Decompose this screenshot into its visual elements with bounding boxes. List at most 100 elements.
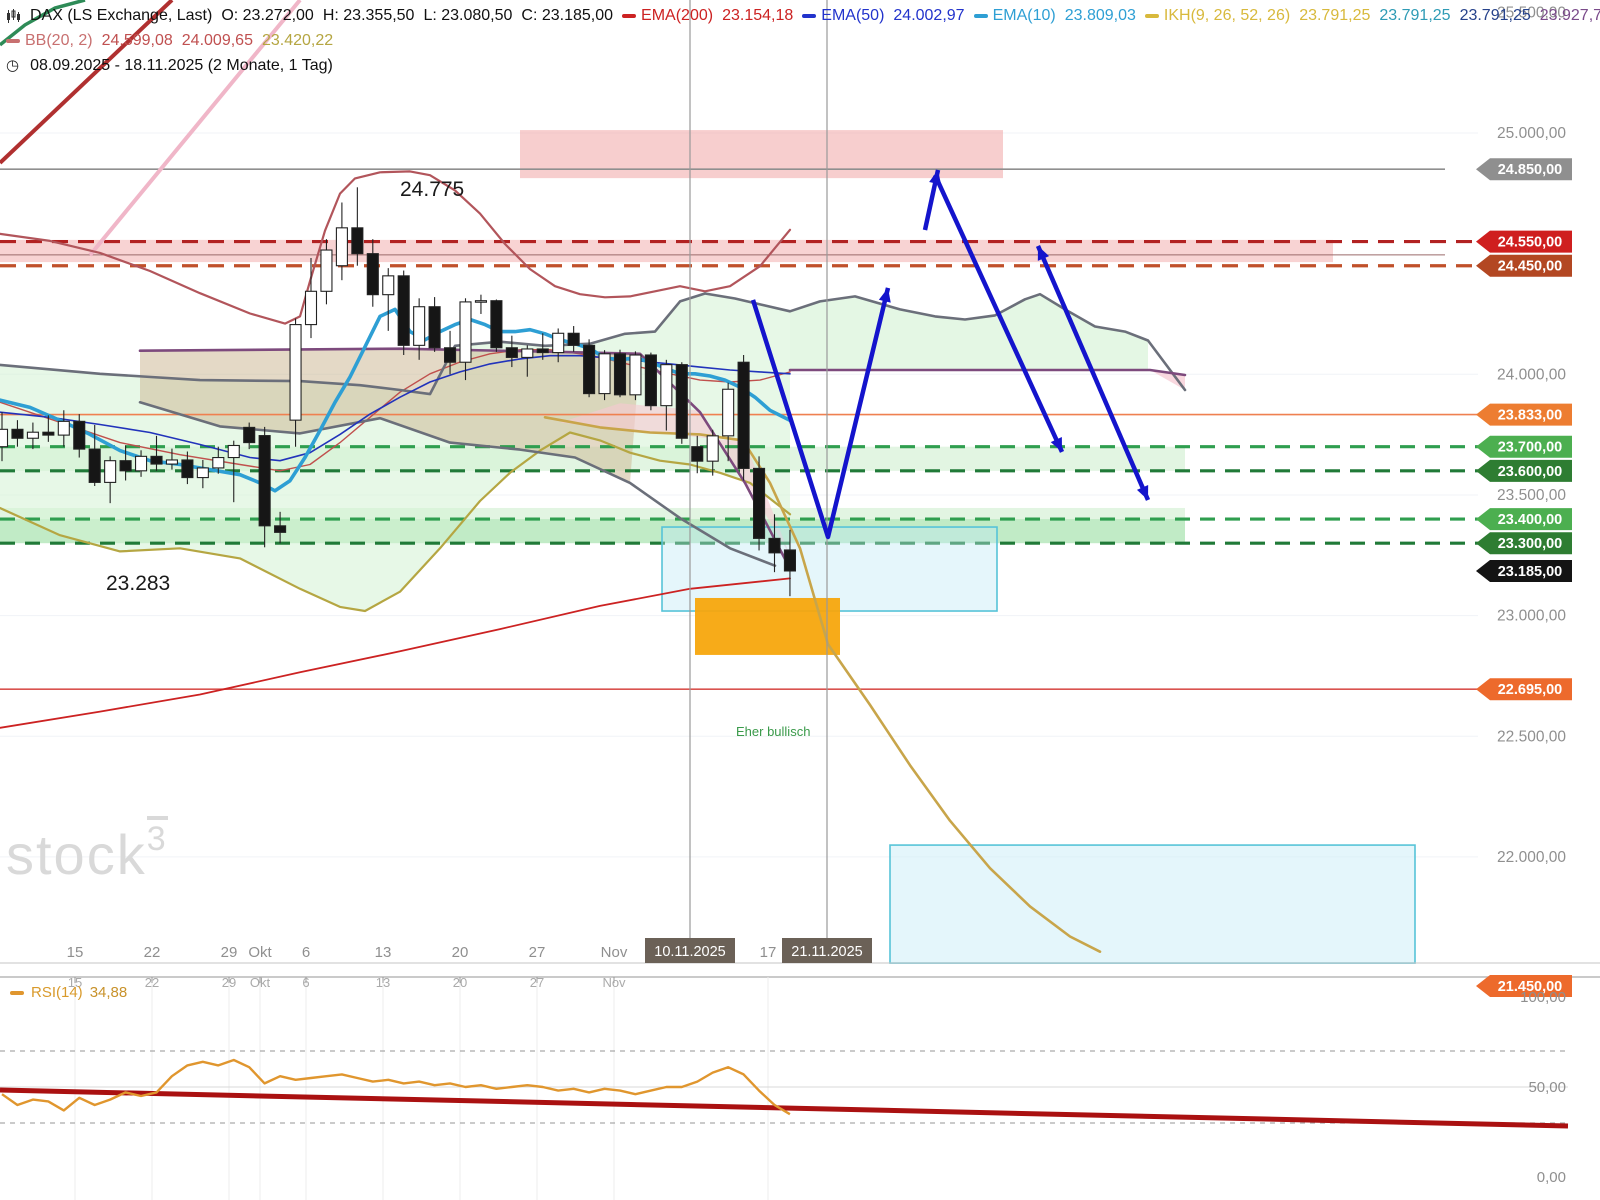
target-box-orange[interactable] bbox=[695, 597, 840, 655]
legend-item: C: 23.185,00 bbox=[521, 4, 613, 29]
candle-body bbox=[459, 301, 472, 363]
low-price-label[interactable]: 23.283 bbox=[106, 572, 171, 595]
resistance-zone-24450-24550[interactable] bbox=[0, 239, 1333, 263]
candle-body bbox=[196, 467, 209, 479]
candle-body bbox=[583, 344, 596, 395]
candle-body bbox=[335, 227, 348, 267]
candle-body bbox=[104, 460, 117, 483]
legend-item: 23.154,18 bbox=[722, 4, 793, 29]
rsi-axis-label: 50,00 bbox=[1528, 1079, 1566, 1096]
candle-body bbox=[366, 253, 379, 296]
price-axis-label: 23.500,00 bbox=[1497, 487, 1566, 504]
price-tag: 23.700,00 bbox=[1476, 435, 1572, 458]
rsi-trendline[interactable] bbox=[0, 1087, 1569, 1129]
legend-text: 24.002,97 bbox=[893, 7, 965, 24]
date-axis-label: 22 bbox=[144, 944, 161, 961]
candle-body bbox=[505, 347, 518, 358]
price-tag-shape bbox=[1476, 532, 1572, 555]
date-axis-label: 29 bbox=[221, 944, 238, 961]
price-tag-text: 23.833,00 bbox=[1498, 408, 1563, 424]
projection-arrow-v-up[interactable] bbox=[750, 287, 891, 540]
projection-arrow-down-2[interactable] bbox=[1035, 245, 1151, 501]
price-tag: 23.400,00 bbox=[1476, 508, 1572, 531]
legend-text: 23.809,03 bbox=[1064, 7, 1136, 24]
candle-body bbox=[598, 353, 611, 395]
ikh-span-b-future-line bbox=[788, 368, 1187, 377]
ikh-mid-gray-line bbox=[138, 401, 777, 567]
date-crosshair-tag: 10.11.2025 bbox=[645, 938, 735, 963]
candle-body bbox=[691, 446, 704, 462]
target-box-cyan-lower[interactable] bbox=[889, 844, 1416, 964]
legend-item: EMA(10) bbox=[973, 4, 1056, 29]
date-axis-label: 27 bbox=[529, 944, 546, 961]
legend-item: 24.599,08 bbox=[102, 29, 173, 54]
candle-body bbox=[304, 290, 318, 326]
bullish-note[interactable]: Eher bullisch bbox=[736, 724, 811, 739]
legend-text: 23.791,25 bbox=[1299, 7, 1371, 24]
price-tag: 21.450,00 bbox=[1476, 975, 1572, 997]
projection-arrow-down-1[interactable] bbox=[932, 174, 1065, 453]
legend-line-2: BB(20, 2) 24.599,08 24.009,65 23.420,22 bbox=[6, 29, 1600, 54]
candle-body bbox=[443, 347, 457, 363]
candle-body bbox=[474, 300, 488, 303]
ikh-span-b-line bbox=[138, 347, 792, 570]
price-tag-text: 24.550,00 bbox=[1498, 235, 1563, 251]
broken-trendline-crimson[interactable] bbox=[0, 0, 174, 165]
legend-item: 23.809,03 bbox=[1065, 4, 1136, 29]
legend-item: O: 23.272,00 bbox=[221, 4, 314, 29]
clock-icon: ◷ bbox=[6, 57, 20, 75]
broken-trendline-pink[interactable] bbox=[88, 0, 302, 257]
date-axis-label: 20 bbox=[452, 944, 469, 961]
ikh-tenkan-line bbox=[543, 416, 1102, 953]
date-axis-label: Okt bbox=[248, 944, 272, 961]
rsi-clipped-date-label: 13 bbox=[376, 975, 390, 990]
date-tag-text: 21.11.2025 bbox=[791, 944, 863, 960]
price-tag: 23.600,00 bbox=[1476, 459, 1572, 482]
rsi-clipped-date-label: 15 bbox=[68, 975, 82, 990]
bb-lower-line bbox=[0, 431, 792, 613]
legend-line-1: DAX (LS Exchange, Last) O: 23.272,00 H: 23… bbox=[6, 4, 1600, 29]
kumo-pink bbox=[560, 403, 790, 556]
legend-item: H: 23.355,50 bbox=[323, 4, 415, 29]
candle-body bbox=[0, 428, 9, 448]
date-axis-label: 13 bbox=[375, 944, 392, 961]
kumo-tan bbox=[140, 348, 640, 483]
legend-text: 24.599,08 bbox=[101, 31, 173, 49]
price-tag-text: 23.700,00 bbox=[1498, 440, 1563, 456]
kumo-future-green bbox=[790, 294, 1148, 370]
rsi-clipped-date-label: 27 bbox=[530, 975, 544, 990]
candle-body bbox=[629, 354, 642, 396]
projection-arrow-v-up-head-icon bbox=[878, 287, 891, 303]
date-tag-shape bbox=[782, 938, 872, 963]
candle-body bbox=[428, 306, 441, 349]
legend-item: 23.927,75 bbox=[1540, 4, 1600, 29]
bb-upper-line bbox=[0, 170, 792, 325]
price-tag-shape bbox=[1476, 508, 1572, 531]
legend-text: IKH(9, 26, 52, 26) bbox=[1163, 7, 1291, 24]
price-tag: 24.550,00 bbox=[1476, 230, 1572, 253]
projection-arrow-down-2-head-icon bbox=[1136, 485, 1149, 501]
price-tag-text: 23.300,00 bbox=[1498, 536, 1563, 552]
support-zone-pale[interactable] bbox=[0, 507, 1185, 520]
price-tag-shape bbox=[1476, 435, 1572, 458]
rsi-clipped-date-label: 29 bbox=[222, 975, 236, 990]
rsi-line bbox=[1, 1058, 791, 1116]
legend-item: 23.420,22 bbox=[262, 29, 333, 54]
legend-item: EMA(50) bbox=[802, 4, 884, 29]
rsi-clipped-date-label: 6 bbox=[302, 975, 309, 990]
legend-item: 23.791,25 bbox=[1460, 4, 1531, 29]
candle-body bbox=[212, 456, 225, 469]
green-arc-segment[interactable] bbox=[0, 0, 86, 47]
legend-text: 23.154,18 bbox=[722, 7, 794, 24]
high-price-label[interactable]: 24.775 bbox=[400, 178, 465, 201]
rsi-name: RSI(14) bbox=[31, 984, 83, 1001]
candle-body bbox=[613, 353, 627, 396]
legend-item: 23.791,25 bbox=[1379, 4, 1450, 29]
date-axis-label: Nov bbox=[601, 944, 628, 961]
candle-body bbox=[150, 455, 163, 465]
resistance-zone-top[interactable] bbox=[520, 130, 1003, 179]
candles bbox=[0, 187, 797, 597]
price-axis-label: 25.500,00 bbox=[1497, 4, 1566, 21]
legend-item: BB(20, 2) bbox=[6, 29, 93, 54]
